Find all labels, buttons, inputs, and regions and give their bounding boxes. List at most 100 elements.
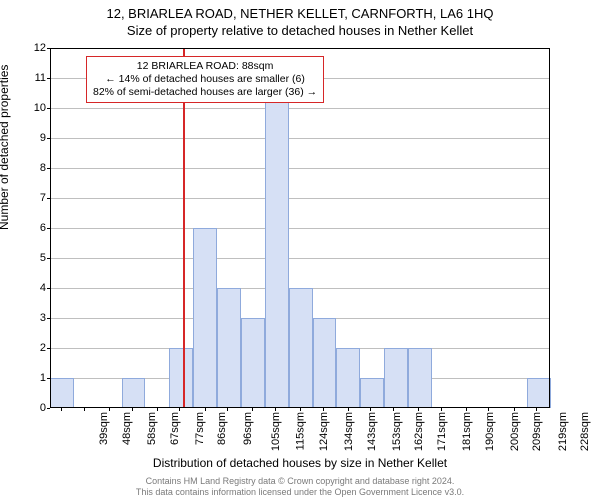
x-tick-label: 96sqm [242,412,254,445]
y-tick-label: 5 [40,252,46,264]
x-tick-label: 105sqm [270,412,282,451]
x-tick-label: 209sqm [532,412,544,451]
histogram-bar [50,378,74,408]
y-tick-mark [47,138,50,139]
y-tick-label: 4 [40,282,46,294]
histogram-bar [122,378,146,408]
x-tick-mark [61,408,62,411]
grid-line [50,228,550,229]
x-tick-label: 219sqm [557,412,569,451]
x-tick-label: 200sqm [509,412,521,451]
x-tick-mark [84,408,85,411]
x-tick-mark [370,408,371,411]
x-tick-mark [466,408,467,411]
y-tick-mark [47,348,50,349]
x-tick-mark [536,408,537,411]
grid-line [50,198,550,199]
x-tick-label: 86sqm [216,412,228,445]
callout-line: 12 BRIARLEA ROAD: 88sqm [93,60,317,73]
histogram-bar [289,288,313,408]
y-axis-label: Number of detached properties [0,65,11,230]
x-axis-label: Distribution of detached houses by size … [0,456,600,470]
title-line-2: Size of property relative to detached ho… [0,23,600,40]
histogram-bar [265,78,289,408]
x-tick-mark [348,408,349,411]
y-tick-mark [47,318,50,319]
y-tick-label: 1 [40,372,46,384]
y-tick-label: 9 [40,132,46,144]
x-tick-label: 124sqm [318,412,330,451]
x-tick-label: 77sqm [194,412,206,445]
histogram-bar [360,378,384,408]
histogram-bar [169,348,193,408]
x-tick-label: 228sqm [579,412,591,451]
footer-line-2: This data contains information licensed … [0,487,600,498]
y-tick-label: 10 [34,102,46,114]
y-tick-mark [47,48,50,49]
x-tick-mark [323,408,324,411]
chart-titles: 12, BRIARLEA ROAD, NETHER KELLET, CARNFO… [0,0,600,40]
x-tick-label: 181sqm [461,412,473,451]
x-tick-label: 162sqm [413,412,425,451]
x-tick-label: 39sqm [98,412,110,445]
x-tick-label: 48sqm [121,412,133,445]
x-tick-label: 115sqm [295,412,307,450]
y-tick-label: 0 [40,402,46,414]
x-tick-mark [275,408,276,411]
histogram-bar [313,318,337,408]
callout-line: 82% of semi-detached houses are larger (… [93,86,317,99]
grid-line [50,108,550,109]
y-tick-label: 8 [40,162,46,174]
histogram-bar [241,318,265,408]
grid-line [50,258,550,259]
grid-line [50,168,550,169]
y-tick-label: 2 [40,342,46,354]
histogram-bar [193,228,217,408]
x-tick-mark [157,408,158,411]
y-tick-mark [47,228,50,229]
y-tick-label: 11 [35,72,46,84]
y-tick-label: 3 [40,312,46,324]
x-tick-mark [418,408,419,411]
x-tick-mark [441,408,442,411]
x-tick-label: 58sqm [146,412,158,445]
histogram-bar [217,288,241,408]
x-tick-mark [300,408,301,411]
histogram-bar [527,378,551,408]
callout-box: 12 BRIARLEA ROAD: 88sqm← 14% of detached… [86,56,324,103]
x-tick-mark [109,408,110,411]
plot-area: 12 BRIARLEA ROAD: 88sqm← 14% of detached… [50,48,550,408]
y-tick-mark [47,78,50,79]
x-tick-label: 67sqm [169,412,181,445]
title-line-1: 12, BRIARLEA ROAD, NETHER KELLET, CARNFO… [0,6,600,23]
x-tick-label: 171sqm [436,412,448,451]
y-tick-mark [47,378,50,379]
x-tick-label: 153sqm [391,412,403,451]
y-tick-label: 7 [40,192,46,204]
x-tick-label: 190sqm [484,412,496,451]
x-tick-mark [205,408,206,411]
x-tick-mark [132,408,133,411]
y-tick-mark [47,108,50,109]
callout-line: ← 14% of detached houses are smaller (6) [93,73,317,86]
grid-line [50,138,550,139]
y-tick-mark [47,258,50,259]
y-tick-mark [47,198,50,199]
histogram-bar [336,348,360,408]
x-tick-mark [393,408,394,411]
x-tick-label: 134sqm [343,412,355,451]
x-tick-mark [227,408,228,411]
y-tick-mark [47,288,50,289]
y-tick-label: 12 [34,42,46,54]
histogram-bar [384,348,408,408]
footer-attribution: Contains HM Land Registry data © Crown c… [0,476,600,498]
footer-line-1: Contains HM Land Registry data © Crown c… [0,476,600,487]
x-tick-mark [488,408,489,411]
y-tick-mark [47,408,50,409]
histogram-bar [408,348,432,408]
y-tick-mark [47,168,50,169]
x-tick-mark [179,408,180,411]
x-tick-mark [514,408,515,411]
x-tick-label: 143sqm [366,412,378,451]
y-tick-label: 6 [40,222,46,234]
